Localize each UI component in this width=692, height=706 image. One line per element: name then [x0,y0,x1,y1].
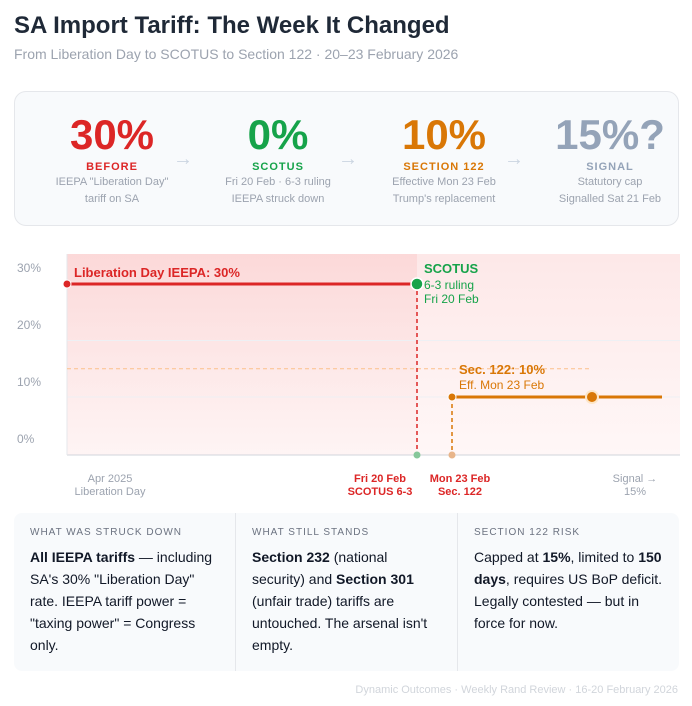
x-tick-label: Apr 2025 [88,473,133,485]
stat-desc: Statutory cap [577,176,643,188]
card-text: — including SA's 30% "Liberation Day" ra… [30,549,213,653]
card-struck-down: WHAT WAS STRUCK DOWN All IEEPA tariffs —… [14,513,236,671]
x-tick-label: Mon 23 Feb [430,473,491,485]
stat-desc: tariff on SA [84,193,140,205]
arrow-right-icon: → [173,148,193,170]
card-text: Capped at [474,549,543,565]
card-emphasis: 150 days [474,549,662,587]
x-tick-label: SCOTUS 6-3 [348,486,413,498]
x-tick-label: Fri 20 Feb [354,473,406,485]
stat-value: 10% [401,111,487,158]
stat-value: 15%? [555,111,665,158]
x-tick-label: Signal → [613,473,658,485]
card-emphasis: Section 232 [252,549,330,565]
tariff-chart: 0% 10% 20% 30% Liberation Day IEEPA: 30% SCOT… [17,254,680,498]
card-body: All IEEPA tariffs — including SA's 30% "… [30,546,219,656]
card-section-122-risk: SECTION 122 RISK Capped at 15%, limited … [458,513,679,671]
stat-value: 30% [69,111,155,158]
footer: Dynamic Outcomes · Weekly Rand Review · … [355,684,678,696]
page-title: SA Import Tariff: The Week It Changed [14,12,450,39]
card-emphasis: All IEEPA tariffs [30,549,136,565]
stat-value: 0% [247,111,309,158]
card-body: Section 232 (national security) and Sect… [252,546,441,656]
ieepa-series-label: Liberation Day IEEPA: 30% [74,265,240,280]
card-text: , limited to [570,549,639,565]
stat-desc: IEEPA struck down [231,193,325,205]
card-text: (national security) and [252,549,388,587]
stat-desc: Fri 20 Feb · 6-3 ruling [225,176,331,188]
stat-desc: Signalled Sat 21 Feb [558,193,662,205]
stat-desc: IEEPA "Liberation Day" [55,176,169,188]
stats-panel: 30% BEFORE IEEPA "Liberation Day" tariff… [14,91,679,226]
arrow-right-icon: → [504,148,524,170]
card-text: (unfair trade) tariffs are untouched. Th… [252,593,428,653]
sec122-annotation-text: Eff. Mon 23 Feb [459,378,544,392]
stat-section-122: 10% SECTION 122 Effective Mon 23 Feb Tru… [369,112,519,207]
x-tick-label: Sec. 122 [438,486,482,498]
card-still-stands: WHAT STILL STANDS Section 232 (national … [236,513,458,671]
card-body: Capped at 15%, limited to 150 days, requ… [474,546,663,634]
stat-desc: Effective Mon 23 Feb [392,176,496,188]
stat-label: SECTION 122 [403,161,485,173]
stat-label: BEFORE [86,161,138,173]
ieepa-start-point [62,279,72,289]
stat-label: SIGNAL [586,161,634,173]
sec122-axis-dot [448,451,456,459]
card-emphasis: Section 301 [336,571,414,587]
card-heading: WHAT WAS STRUCK DOWN [30,527,183,538]
signal-point [585,390,599,404]
scotus-annotation-title: SCOTUS [424,261,479,276]
y-tick-label: 10% [17,375,41,389]
card-text: , requires US BoP deficit. Legally conte… [474,571,663,631]
y-tick-label: 30% [17,261,41,275]
card-heading: WHAT STILL STANDS [252,527,370,538]
scotus-annotation-text: Fri 20 Feb [424,292,479,306]
stat-scotus: 0% SCOTUS Fri 20 Feb · 6-3 ruling IEEPA … [203,112,353,207]
page-subtitle: From Liberation Day to SCOTUS to Section… [14,46,459,62]
y-tick-label: 0% [17,432,35,446]
arrow-right-icon: → [338,148,358,170]
y-tick-label: 20% [17,318,41,332]
scotus-axis-dot [413,451,421,459]
stat-desc: Trump's replacement [392,193,496,205]
stat-signal: 15%? SIGNAL Statutory cap Signalled Sat … [535,112,685,207]
card-heading: SECTION 122 RISK [474,527,581,538]
sec122-annotation-title: Sec. 122: 10% [459,362,545,377]
card-emphasis: 15% [542,549,571,565]
ieepa-shaded-area [67,254,417,455]
sec122-start-point [447,392,457,402]
x-tick-label: Liberation Day [75,486,146,498]
stat-label: SCOTUS [252,161,304,173]
x-tick-label: 15% [624,486,646,498]
stat-before: 30% BEFORE IEEPA "Liberation Day" tariff… [37,112,187,207]
info-cards: WHAT WAS STRUCK DOWN All IEEPA tariffs —… [14,513,679,671]
scotus-point [410,277,424,291]
scotus-annotation-text: 6-3 ruling [424,278,474,292]
